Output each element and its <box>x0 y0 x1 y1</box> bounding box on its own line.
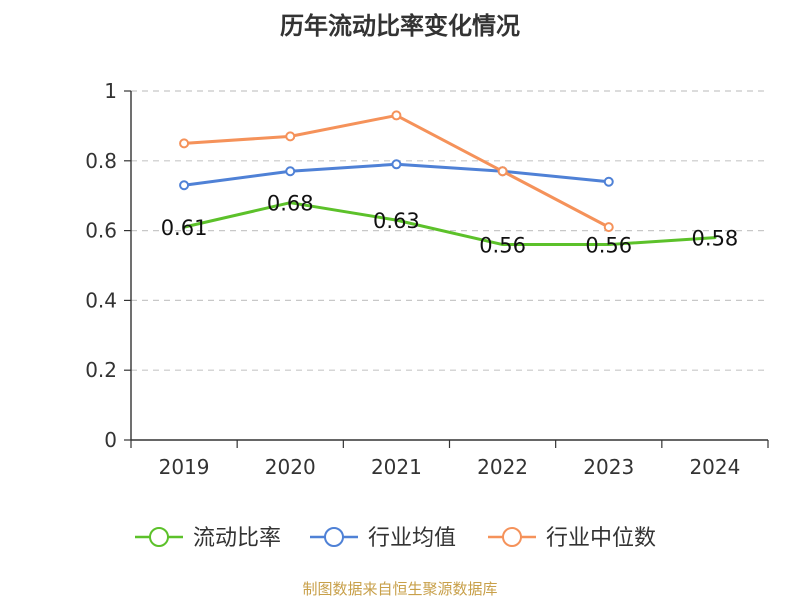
data-point <box>391 110 402 121</box>
x-tick-label: 2022 <box>477 455 528 479</box>
data-point <box>391 159 402 170</box>
data-label: 0.56 <box>479 234 526 258</box>
x-tick-labels: 2019 2020 2021 2022 2023 2024 <box>159 455 741 479</box>
legend-item: 行业中位数 <box>488 526 656 551</box>
data-point <box>179 180 190 191</box>
legend-label: 流动比率 <box>193 526 281 551</box>
data-point <box>603 222 614 233</box>
data-point <box>285 131 296 142</box>
legend-label: 行业均值 <box>368 526 456 551</box>
series-lines <box>179 110 717 247</box>
y-tick-label: 0 <box>104 428 117 452</box>
series-line <box>182 201 717 247</box>
data-label: 0.58 <box>692 227 739 251</box>
source-note: 制图数据来自恒生聚源数据库 <box>302 580 498 598</box>
axes <box>124 90 769 448</box>
data-point <box>603 176 614 187</box>
x-tick-label: 2024 <box>689 455 740 479</box>
x-tick-label: 2021 <box>371 455 422 479</box>
x-tick-label: 2019 <box>159 455 210 479</box>
y-tick-label: 0.6 <box>85 219 117 243</box>
x-tick-label: 2023 <box>583 455 634 479</box>
data-point <box>497 166 508 177</box>
y-tick-label: 0.8 <box>85 149 117 173</box>
x-tick-label: 2020 <box>265 455 316 479</box>
grid-lines <box>131 90 768 371</box>
legend-label: 行业中位数 <box>546 526 656 551</box>
legend-marker <box>324 527 344 547</box>
legend-item: 流动比率 <box>135 526 281 551</box>
data-label: 0.68 <box>267 192 314 216</box>
data-point <box>179 138 190 149</box>
data-label: 0.56 <box>585 234 632 258</box>
data-point <box>285 166 296 177</box>
data-label: 0.63 <box>373 209 420 233</box>
legend: 流动比率 行业均值 行业中位数 <box>135 526 656 551</box>
y-tick-label: 0.4 <box>85 288 117 312</box>
legend-item: 行业均值 <box>310 526 456 551</box>
y-tick-labels: 0 0.2 0.4 0.6 0.8 1 <box>85 79 117 452</box>
y-tick-label: 1 <box>104 79 117 103</box>
legend-marker <box>502 527 522 547</box>
data-labels: 0.61 0.68 0.63 0.56 0.56 0.58 <box>161 192 739 258</box>
chart-title: 历年流动比率变化情况 <box>280 12 520 40</box>
data-label: 0.61 <box>161 216 208 240</box>
legend-marker <box>149 527 169 547</box>
y-tick-label: 0.2 <box>85 358 117 382</box>
